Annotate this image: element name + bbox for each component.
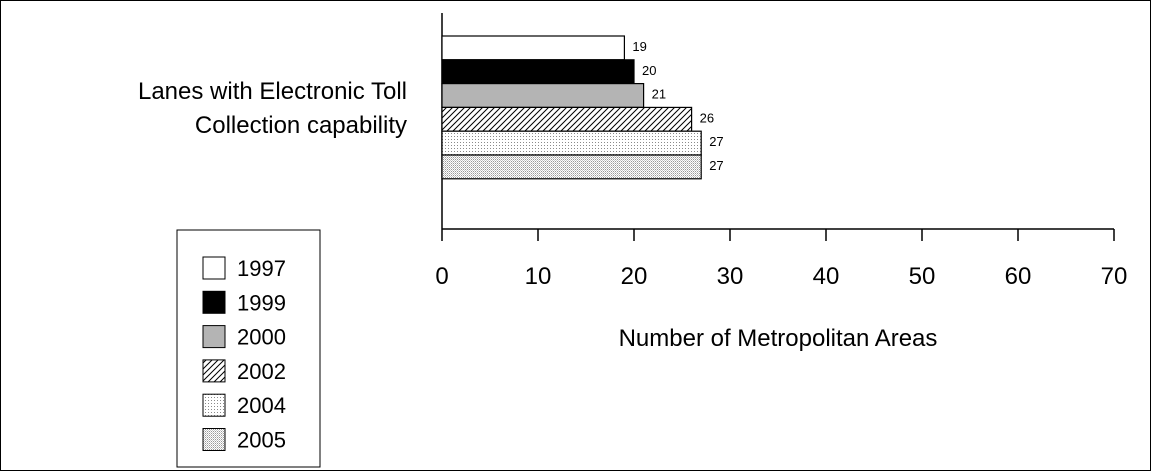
bar-value-label-1999: 20 bbox=[642, 63, 656, 78]
legend-label-1999: 1999 bbox=[237, 290, 286, 315]
bar-value-label-2000: 21 bbox=[652, 87, 666, 102]
legend-swatch-2002 bbox=[202, 359, 226, 383]
x-tick-label: 50 bbox=[909, 263, 936, 290]
bar-value-label-1997: 19 bbox=[632, 39, 646, 54]
x-tick-label: 0 bbox=[435, 263, 448, 290]
legend-label-2004: 2004 bbox=[237, 393, 286, 418]
legend-label-2005: 2005 bbox=[237, 428, 286, 453]
bar-2000 bbox=[441, 82, 645, 108]
category-label-line-1: Lanes with Electronic Toll bbox=[138, 78, 407, 105]
legend-swatch-1999 bbox=[202, 290, 226, 314]
x-tick-label: 20 bbox=[621, 263, 648, 290]
bar-1999 bbox=[441, 59, 635, 85]
x-tick-label: 40 bbox=[813, 263, 840, 290]
x-tick-label: 70 bbox=[1101, 263, 1128, 290]
legend-label-1997: 1997 bbox=[237, 256, 286, 281]
legend-box bbox=[176, 229, 321, 468]
legend-swatch-1997 bbox=[202, 256, 226, 280]
legend-swatch-2000 bbox=[202, 325, 226, 349]
x-tick-label: 10 bbox=[525, 263, 552, 290]
x-axis-title: Number of Metropolitan Areas bbox=[619, 325, 938, 352]
legend-swatch-2005 bbox=[202, 428, 226, 451]
bar-2004 bbox=[441, 130, 702, 156]
bar-value-label-2004: 27 bbox=[709, 134, 723, 149]
bar-value-label-2002: 26 bbox=[700, 110, 714, 125]
category-label-line-2: Collection capability bbox=[195, 112, 407, 139]
legend-label-2000: 2000 bbox=[237, 325, 286, 350]
legend-swatch-2004 bbox=[202, 393, 226, 417]
x-axis-ticks: 0 10 20 30 40 50 60 70 bbox=[435, 229, 1127, 290]
bar-2002 bbox=[441, 106, 693, 132]
x-tick-label: 60 bbox=[1005, 263, 1032, 290]
bar-1997 bbox=[441, 35, 625, 61]
legend: 1997 1999 2000 2002 2004 2005 bbox=[202, 256, 286, 453]
bar-2005 bbox=[441, 154, 702, 180]
x-tick-label: 30 bbox=[717, 263, 744, 290]
bar-value-label-2005: 27 bbox=[709, 158, 723, 173]
bars: 19 20 21 26 27 27 bbox=[441, 35, 724, 180]
legend-label-2002: 2002 bbox=[237, 359, 286, 384]
